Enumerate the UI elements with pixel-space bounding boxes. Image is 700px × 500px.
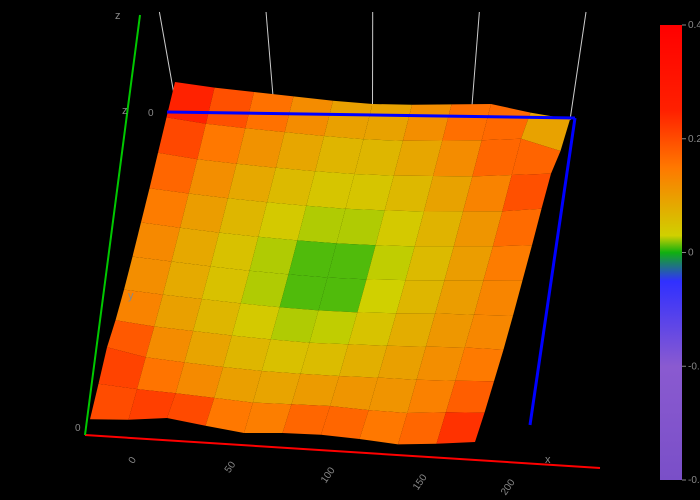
colorbar-tick: 0.2	[688, 134, 700, 145]
colorbar-tick: -0.2	[688, 361, 700, 372]
colorbar-tick: 0	[688, 248, 694, 259]
y-axis-label: y	[128, 290, 134, 302]
colorbar-tick: -0.4	[688, 475, 700, 486]
grid-line	[266, 12, 274, 105]
colorbar-tick: 0.4	[688, 20, 700, 31]
z-axis-label: z	[122, 105, 128, 117]
grid-line	[570, 12, 586, 120]
surface	[90, 82, 570, 444]
colorbar	[660, 25, 682, 480]
surface3d-chart[interactable]: -0.4-0.200.20.4 z z y x 0 0 0 50 100 150…	[0, 0, 700, 500]
z-tick-0: 0	[148, 108, 154, 119]
axis-line	[85, 435, 600, 468]
grid-line	[159, 12, 175, 100]
x-axis-label: x	[545, 454, 551, 466]
z-axis-label-top: z	[115, 10, 121, 22]
grid-line	[471, 12, 479, 115]
chart-canvas: -0.4 -0.2 0 0.2 0.4	[0, 0, 700, 500]
y-tick-0: 0	[75, 423, 81, 434]
